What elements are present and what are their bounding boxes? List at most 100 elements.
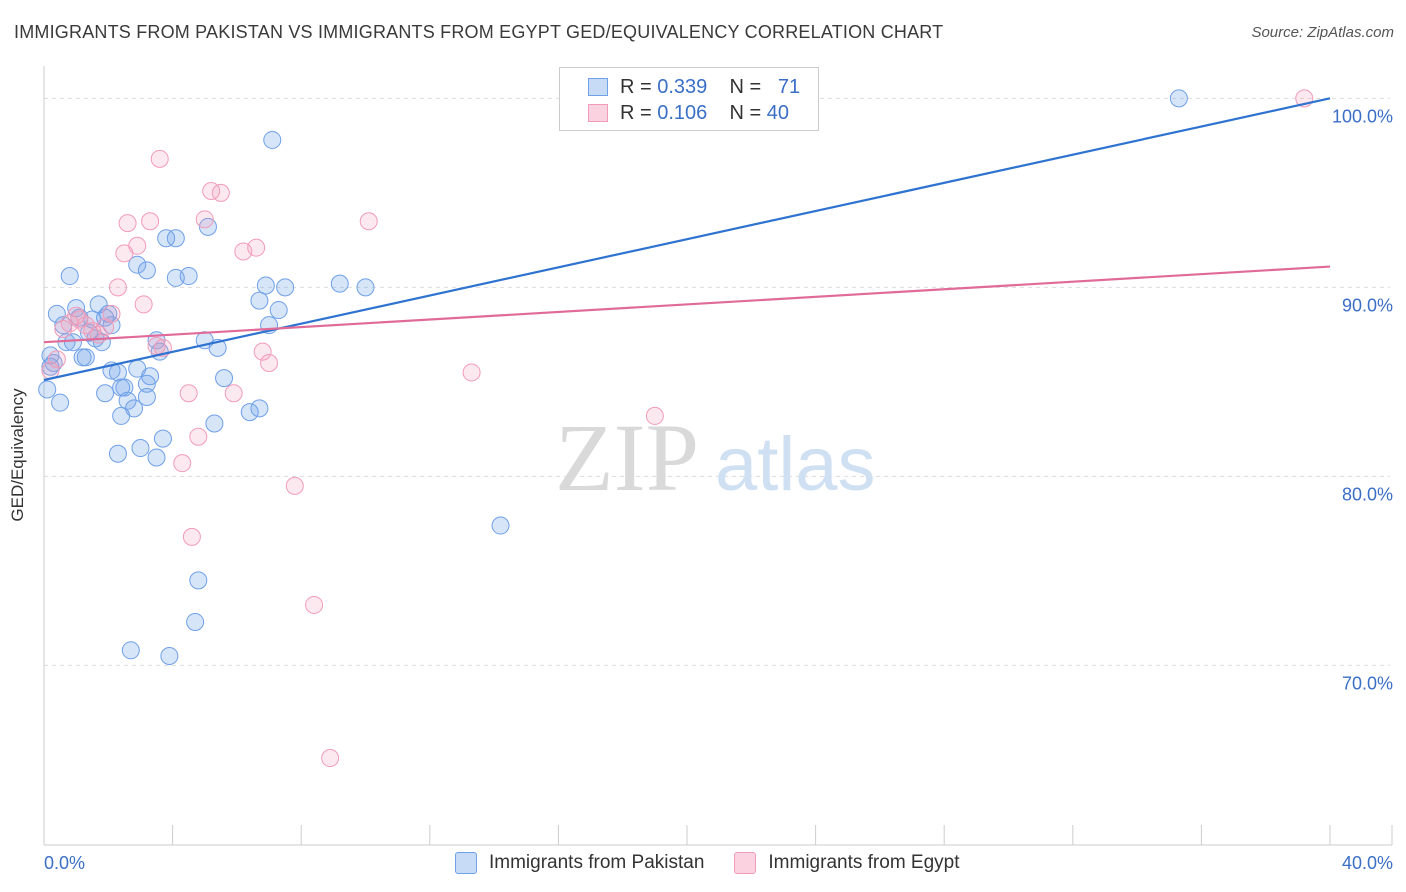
legend-swatch-pakistan bbox=[588, 78, 608, 96]
legend-row-egypt: R = 0.106 N = 40 bbox=[588, 101, 789, 125]
pakistan-point bbox=[63, 333, 82, 352]
pakistan-point bbox=[250, 399, 269, 418]
legend-swatch-egypt bbox=[588, 104, 608, 122]
pakistan-point bbox=[269, 301, 288, 320]
series-label-egypt: Immigrants from Egypt bbox=[768, 852, 960, 873]
pakistan-point bbox=[1169, 89, 1188, 108]
series-swatch-pakistan bbox=[455, 852, 477, 874]
legend-row-pakistan: R = 0.339 N = 71 bbox=[588, 75, 800, 99]
x-tick-label: 0.0% bbox=[44, 853, 85, 873]
pakistan-point bbox=[179, 267, 198, 286]
y-tick-label: 100.0% bbox=[1332, 106, 1393, 126]
egypt-point bbox=[645, 406, 664, 425]
pakistan-point bbox=[250, 291, 269, 310]
pakistan-point bbox=[356, 278, 375, 297]
data-points bbox=[38, 89, 1314, 768]
grid-lines bbox=[44, 97, 1390, 666]
egypt-point bbox=[253, 342, 272, 361]
egypt-point bbox=[96, 318, 115, 337]
pakistan-point bbox=[157, 229, 176, 248]
pakistan-point bbox=[41, 357, 60, 376]
chart-source: Source: ZipAtlas.com bbox=[1251, 24, 1394, 41]
y-tick-label: 80.0% bbox=[1342, 484, 1393, 504]
egypt-point bbox=[285, 476, 304, 495]
series-swatch-egypt bbox=[734, 852, 757, 874]
egypt-point bbox=[108, 278, 127, 297]
legend-r-value: 0.106 bbox=[657, 101, 708, 124]
pakistan-point bbox=[147, 448, 166, 467]
pakistan-point bbox=[240, 403, 259, 422]
egypt-point bbox=[305, 595, 324, 614]
pakistan-point bbox=[141, 367, 160, 386]
y-tick-label: 70.0% bbox=[1342, 673, 1393, 693]
pakistan-point bbox=[491, 516, 510, 535]
egypt-trend-line bbox=[43, 265, 1331, 344]
egypt-point bbox=[182, 527, 201, 546]
egypt-point bbox=[47, 350, 66, 369]
series-legend-pakistan: Immigrants from Pakistan bbox=[455, 852, 704, 874]
pakistan-point bbox=[108, 444, 127, 463]
x-tick-label: 40.0% bbox=[1342, 853, 1393, 873]
egypt-point bbox=[134, 295, 153, 314]
legend-r-label: R = bbox=[620, 75, 652, 98]
egypt-point bbox=[260, 353, 279, 372]
pakistan-point bbox=[128, 255, 147, 274]
pakistan-point bbox=[67, 299, 86, 318]
pakistan-point bbox=[54, 316, 73, 335]
pakistan-point bbox=[118, 391, 137, 410]
pakistan-point bbox=[76, 348, 95, 367]
egypt-point bbox=[247, 238, 266, 257]
chart-title: IMMIGRANTS FROM PAKISTAN VS IMMIGRANTS F… bbox=[14, 22, 944, 42]
pakistan-trend-line bbox=[43, 97, 1331, 382]
y-tick-label: 90.0% bbox=[1342, 295, 1393, 315]
egypt-point bbox=[321, 749, 340, 768]
egypt-point bbox=[150, 149, 169, 168]
pakistan-point bbox=[38, 380, 57, 399]
pakistan-point bbox=[137, 388, 156, 407]
pakistan-point bbox=[186, 612, 205, 631]
egypt-point bbox=[60, 314, 79, 333]
pakistan-point bbox=[153, 429, 172, 448]
pakistan-point bbox=[205, 414, 224, 433]
egypt-point bbox=[195, 210, 214, 229]
pakistan-point bbox=[263, 130, 282, 149]
pakistan-point bbox=[137, 261, 156, 280]
pakistan-point bbox=[125, 399, 144, 418]
pakistan-point bbox=[115, 378, 134, 397]
trend-lines bbox=[43, 97, 1331, 382]
pakistan-point bbox=[60, 267, 79, 286]
watermark: ZIP bbox=[555, 404, 699, 511]
egypt-point bbox=[462, 363, 481, 382]
y-axis-label: GED/Equivalency bbox=[8, 388, 27, 522]
egypt-point bbox=[128, 236, 147, 255]
legend-n-label: N = bbox=[729, 75, 762, 98]
legend-r-label: R = bbox=[620, 101, 652, 124]
egypt-point bbox=[224, 384, 243, 403]
pakistan-point bbox=[276, 278, 295, 297]
pakistan-point bbox=[89, 295, 108, 314]
egypt-point bbox=[141, 212, 160, 231]
pakistan-point bbox=[215, 369, 234, 388]
egypt-point bbox=[173, 454, 192, 473]
egypt-point bbox=[189, 427, 208, 446]
watermark-atlas: atlas bbox=[715, 422, 876, 507]
legend-r-value: 0.339 bbox=[657, 75, 708, 98]
series-legend: Immigrants from Pakistan Immigrants from… bbox=[455, 852, 990, 874]
pakistan-point bbox=[330, 274, 349, 293]
axes bbox=[43, 66, 1393, 846]
pakistan-point bbox=[51, 393, 70, 412]
pakistan-point bbox=[160, 646, 179, 665]
pakistan-point bbox=[108, 363, 127, 382]
egypt-point bbox=[211, 183, 230, 202]
egypt-point bbox=[359, 212, 378, 231]
legend-n-value: 71 bbox=[777, 75, 801, 98]
legend-n-value: 40 bbox=[766, 101, 790, 124]
pakistan-point bbox=[256, 276, 275, 295]
tick-labels: 70.0% 80.0% 90.0% 100.0% 0.0% 40.0% bbox=[44, 106, 1393, 873]
legend-n-label: N = bbox=[729, 101, 762, 124]
pakistan-point bbox=[47, 304, 66, 323]
series-label-pakistan: Immigrants from Pakistan bbox=[489, 852, 705, 873]
pakistan-point bbox=[189, 571, 208, 590]
series-legend-egypt: Immigrants from Egypt bbox=[734, 852, 960, 874]
